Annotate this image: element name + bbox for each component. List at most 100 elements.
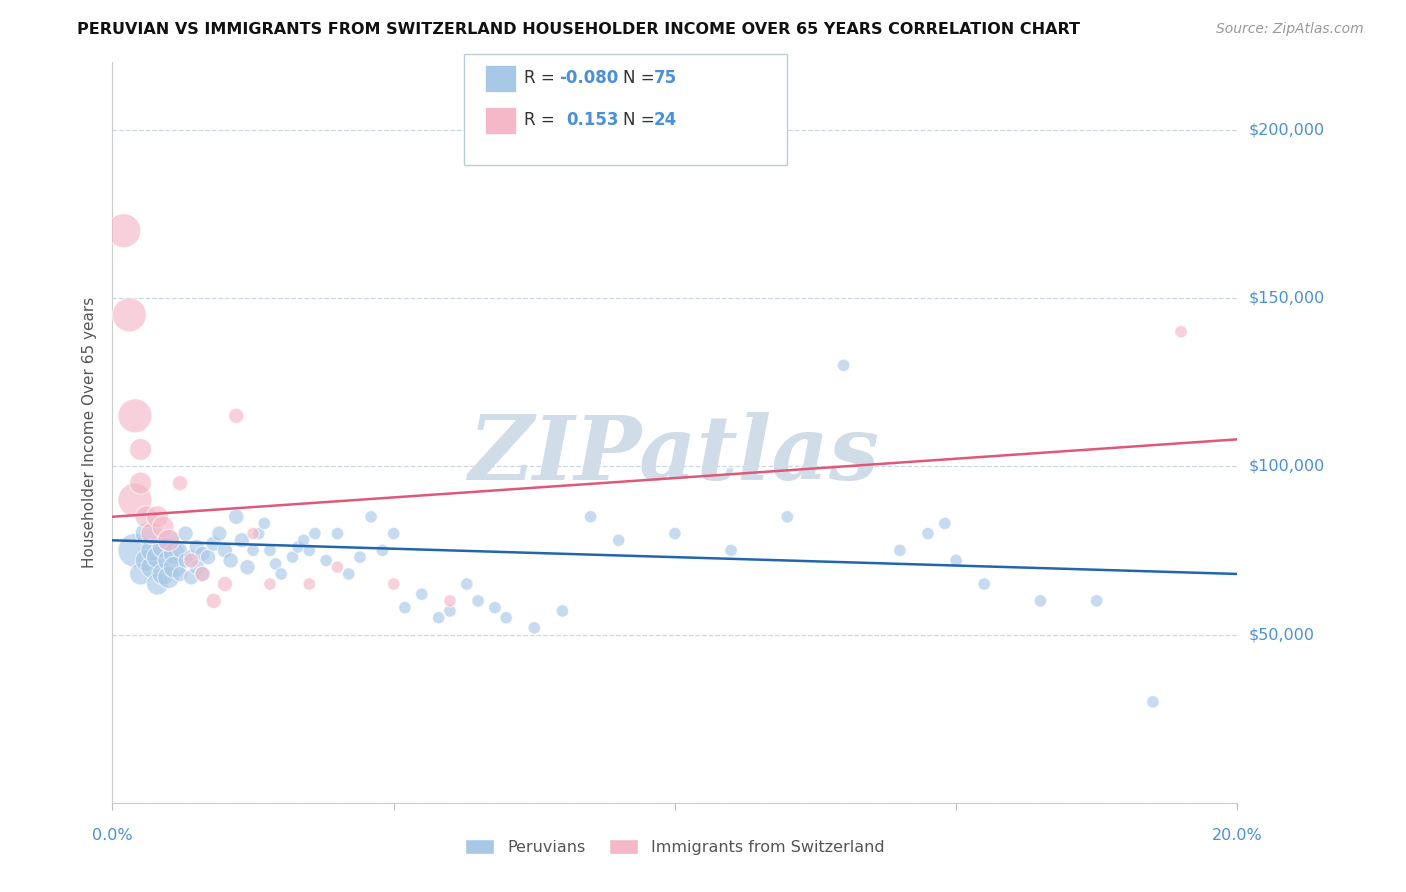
Point [427, 610, 450, 624]
Point [832, 359, 855, 373]
Text: N =: N = [623, 112, 659, 129]
Point [917, 526, 939, 541]
Point [315, 553, 337, 567]
Point [495, 610, 517, 624]
Text: $200,000: $200,000 [1249, 122, 1324, 137]
Text: PERUVIAN VS IMMIGRANTS FROM SWITZERLAND HOUSEHOLDER INCOME OVER 65 YEARS CORRELA: PERUVIAN VS IMMIGRANTS FROM SWITZERLAND … [77, 22, 1080, 37]
Text: $100,000: $100,000 [1249, 458, 1324, 474]
Point [253, 516, 276, 531]
Point [298, 543, 321, 558]
Point [889, 543, 911, 558]
Point [242, 543, 264, 558]
Point [579, 509, 602, 524]
Point [135, 509, 157, 524]
Point [124, 543, 146, 558]
Point [214, 543, 236, 558]
Point [523, 621, 546, 635]
Point [124, 492, 146, 507]
Text: $150,000: $150,000 [1249, 291, 1324, 305]
Point [135, 553, 157, 567]
Point [607, 533, 630, 548]
Text: R =: R = [524, 70, 561, 87]
Point [484, 600, 506, 615]
Point [191, 566, 214, 581]
Point [1085, 594, 1108, 608]
Text: 0.0%: 0.0% [93, 828, 132, 843]
Point [382, 526, 405, 541]
Point [157, 553, 180, 567]
Point [169, 476, 191, 491]
Point [169, 566, 191, 581]
Point [236, 560, 259, 574]
Point [456, 577, 478, 591]
Point [467, 594, 489, 608]
Point [1142, 695, 1164, 709]
Point [180, 553, 202, 567]
Point [394, 600, 416, 615]
Point [287, 540, 309, 554]
Point [664, 526, 686, 541]
Text: $50,000: $50,000 [1249, 627, 1315, 642]
Point [720, 543, 742, 558]
Point [202, 594, 225, 608]
Point [152, 566, 174, 581]
Point [157, 533, 180, 548]
Text: ZIPatlas: ZIPatlas [470, 411, 880, 498]
Point [298, 577, 321, 591]
Legend: Peruvians, Immigrants from Switzerland: Peruvians, Immigrants from Switzerland [458, 832, 891, 862]
Point [124, 409, 146, 423]
Text: N =: N = [623, 70, 659, 87]
Y-axis label: Householder Income Over 65 years: Householder Income Over 65 years [82, 297, 97, 568]
Point [225, 509, 247, 524]
Point [163, 547, 186, 561]
Point [180, 570, 202, 584]
Point [197, 550, 219, 565]
Point [281, 550, 304, 565]
Point [337, 566, 360, 581]
Point [129, 476, 152, 491]
Text: 0.153: 0.153 [567, 112, 619, 129]
Point [135, 526, 157, 541]
Point [163, 560, 186, 574]
Point [304, 526, 326, 541]
Point [141, 543, 163, 558]
Point [945, 553, 967, 567]
Point [371, 543, 394, 558]
Point [146, 509, 169, 524]
Point [259, 577, 281, 591]
Point [326, 560, 349, 574]
Point [157, 570, 180, 584]
Point [152, 520, 174, 534]
Point [439, 604, 461, 618]
Point [270, 566, 292, 581]
Point [202, 536, 225, 550]
Point [186, 540, 208, 554]
Point [146, 577, 169, 591]
Point [208, 526, 231, 541]
Point [180, 550, 202, 565]
Point [214, 577, 236, 591]
Point [174, 526, 197, 541]
Point [118, 308, 141, 322]
Point [219, 553, 242, 567]
Point [146, 550, 169, 565]
Point [129, 566, 152, 581]
Point [551, 604, 574, 618]
Point [973, 577, 995, 591]
Point [141, 526, 163, 541]
Text: 20.0%: 20.0% [1212, 828, 1263, 843]
Point [231, 533, 253, 548]
Point [1170, 325, 1192, 339]
Point [264, 557, 287, 571]
Point [191, 547, 214, 561]
Point [776, 509, 799, 524]
Text: 75: 75 [654, 70, 676, 87]
Point [411, 587, 433, 601]
Point [157, 533, 180, 548]
Point [326, 526, 349, 541]
Point [152, 540, 174, 554]
Point [349, 550, 371, 565]
Point [225, 409, 247, 423]
Point [242, 526, 264, 541]
Point [191, 566, 214, 581]
